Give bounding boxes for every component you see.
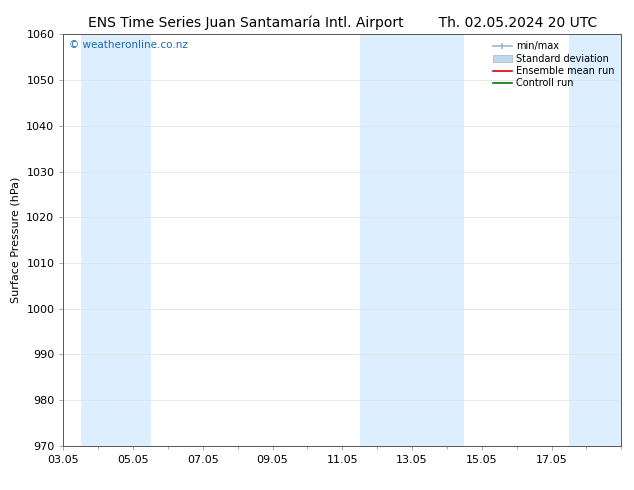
Y-axis label: Surface Pressure (hPa): Surface Pressure (hPa) <box>11 177 21 303</box>
Bar <box>569 34 621 446</box>
Bar <box>359 34 429 446</box>
Title: ENS Time Series Juan Santamaría Intl. Airport        Th. 02.05.2024 20 UTC: ENS Time Series Juan Santamaría Intl. Ai… <box>87 16 597 30</box>
Text: © weatheronline.co.nz: © weatheronline.co.nz <box>69 41 188 50</box>
Bar <box>429 34 464 446</box>
Bar <box>81 34 150 446</box>
Legend: min/max, Standard deviation, Ensemble mean run, Controll run: min/max, Standard deviation, Ensemble me… <box>491 39 616 90</box>
